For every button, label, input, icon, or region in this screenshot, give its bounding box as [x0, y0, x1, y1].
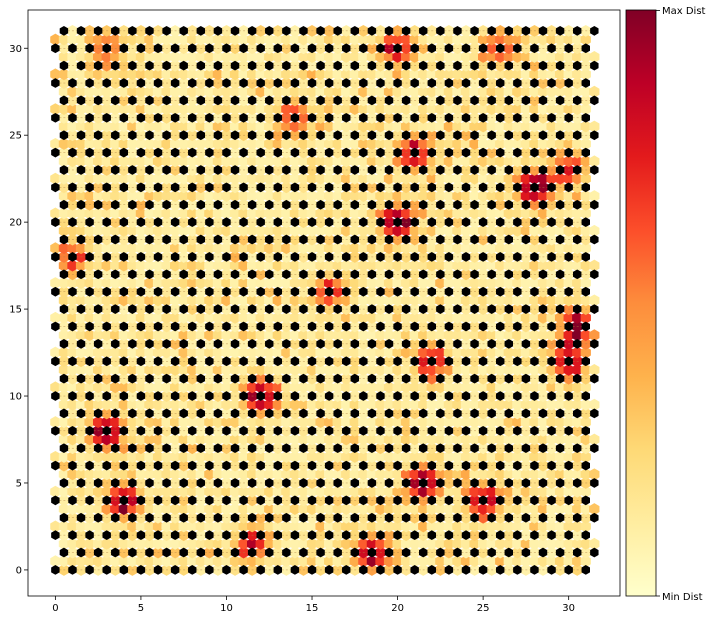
y-tick-label: 15 — [9, 305, 22, 316]
x-tick-label: 0 — [52, 603, 58, 614]
x-tick-label: 20 — [391, 603, 404, 614]
x-tick-label: 10 — [220, 603, 233, 614]
y-tick-label: 0 — [16, 565, 22, 576]
u-matrix-cells — [50, 25, 599, 576]
x-tick-label: 30 — [562, 603, 575, 614]
x-tick-label: 25 — [477, 603, 490, 614]
y-tick-label: 25 — [9, 131, 22, 142]
y-tick-label: 10 — [9, 392, 22, 403]
colorbar-gradient — [626, 10, 656, 596]
y-tick-label: 20 — [9, 218, 22, 229]
x-tick-label: 15 — [306, 603, 319, 614]
y-tick-label: 30 — [9, 44, 22, 55]
y-tick-label: 5 — [16, 478, 22, 489]
x-tick-label: 5 — [138, 603, 144, 614]
